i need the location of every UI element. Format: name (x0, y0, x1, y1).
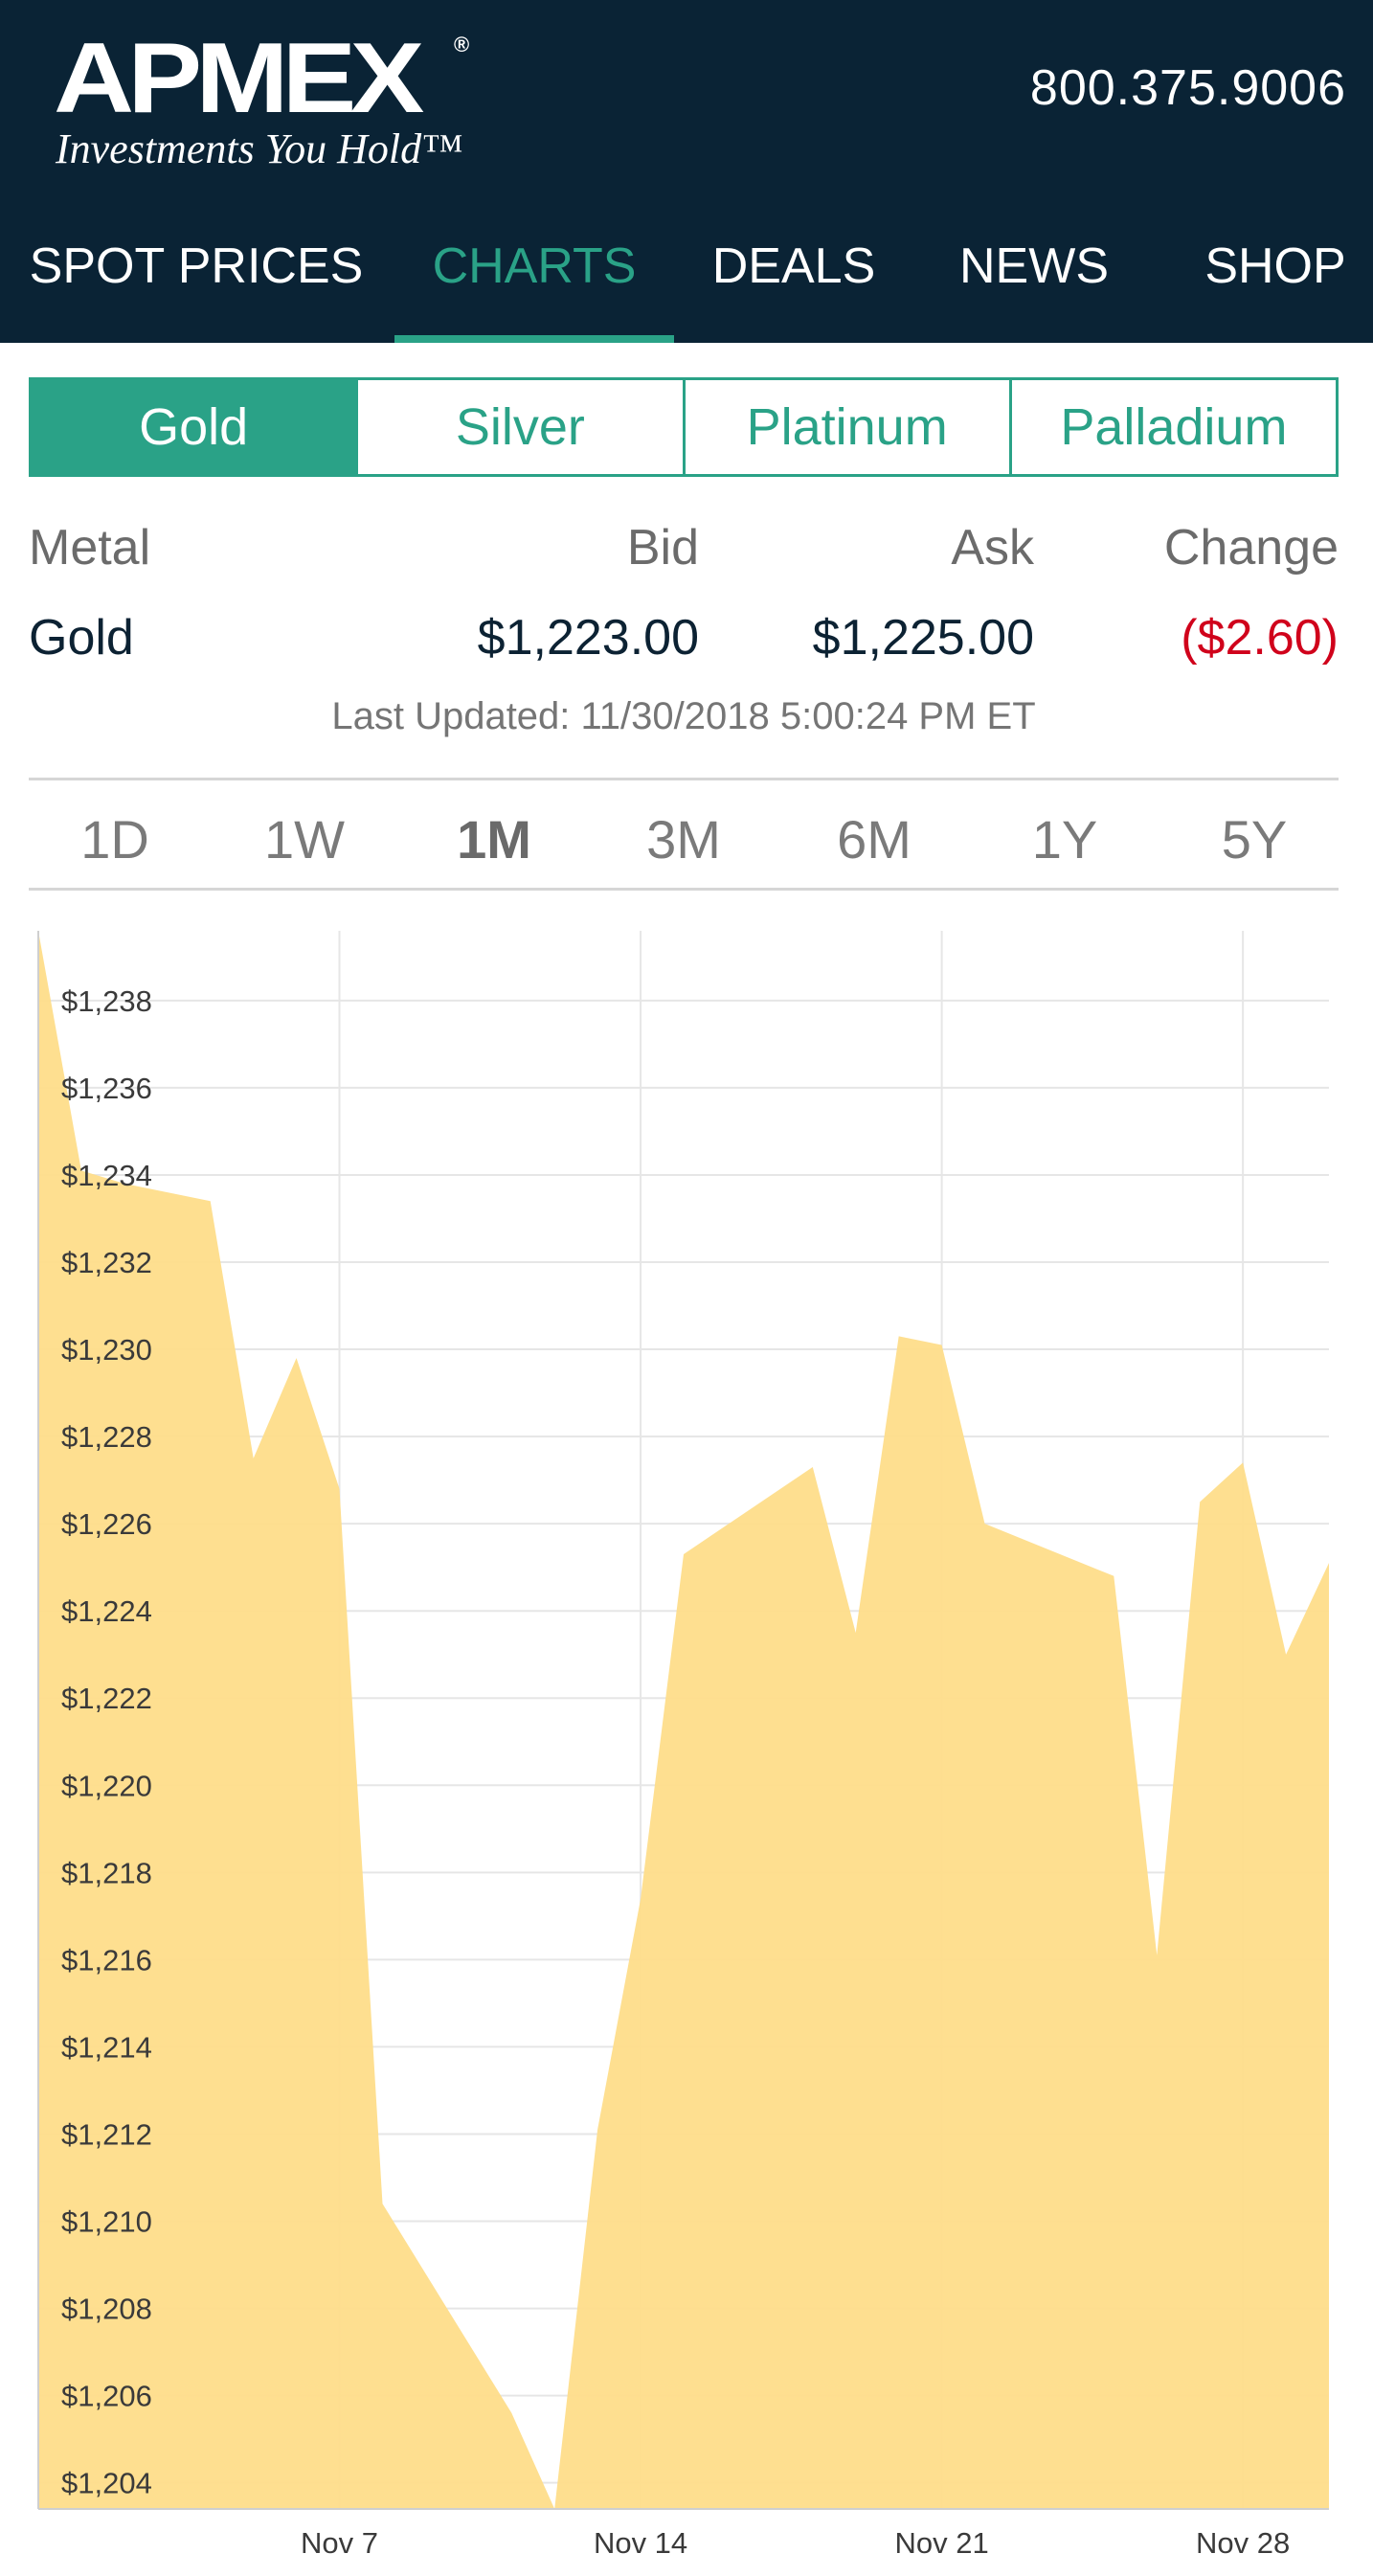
main-nav: SPOT PRICES CHARTS DEALS NEWS SHOP (0, 216, 1373, 343)
x-tick-label: Nov 28 (1196, 2526, 1290, 2560)
range-1y[interactable]: 1Y (1031, 809, 1098, 870)
phone-number-link[interactable]: 800.375.9006 (1029, 60, 1346, 116)
x-tick-label: Nov 14 (594, 2526, 687, 2560)
y-tick-label: $1,226 (61, 1507, 152, 1541)
header-ask: Ask (951, 520, 1034, 576)
metal-tab-palladium[interactable]: Palladium (1008, 377, 1339, 477)
active-tab-indicator (394, 335, 674, 343)
y-tick-label: $1,214 (61, 2030, 152, 2064)
y-tick-label: $1,222 (61, 1682, 152, 1715)
y-tick-label: $1,228 (61, 1420, 152, 1454)
y-tick-label: $1,208 (61, 2293, 152, 2326)
quote-change: ($2.60) (1181, 610, 1339, 666)
y-tick-label: $1,210 (61, 2205, 152, 2239)
quote-header-row: Metal Bid Ask Change (29, 513, 1339, 609)
last-updated-text: Last Updated: 11/30/2018 5:00:24 PM ET (331, 695, 1036, 737)
quote-bid: $1,223.00 (477, 610, 699, 666)
quote-ask: $1,225.00 (812, 610, 1034, 666)
nav-item-shop[interactable]: SHOP (1204, 238, 1346, 294)
gold-price-chart[interactable]: $1,238 $1,236 $1,234 $1,232 $1,230 $1,228 $1,2… (0, 919, 1373, 2576)
metal-tab-gold[interactable]: Gold (29, 377, 359, 477)
nav-item-charts[interactable]: CHARTS (432, 238, 637, 294)
y-tick-label: $1,230 (61, 1333, 152, 1367)
logo-wordmark: APMEX (54, 23, 424, 134)
x-tick-label: Nov 7 (301, 2526, 378, 2560)
header-metal: Metal (29, 520, 151, 576)
y-tick-label: $1,234 (61, 1159, 152, 1192)
time-range-selector: 1D 1W 1M 3M 6M 1Y 5Y (29, 778, 1339, 891)
apmex-logo[interactable]: APMEX ® Investments You Hold™ (54, 23, 494, 172)
y-tick-label: $1,232 (61, 1246, 152, 1279)
y-tick-label: $1,206 (61, 2380, 152, 2413)
range-3m[interactable]: 3M (646, 809, 721, 870)
header-bid: Bid (626, 520, 699, 576)
logo-registered-mark: ® (454, 33, 470, 56)
nav-item-spot-prices[interactable]: SPOT PRICES (29, 238, 364, 294)
y-tick-label: $1,238 (61, 984, 152, 1018)
chart-canvas: $1,238 $1,236 $1,234 $1,232 $1,230 $1,228 $1,2… (37, 931, 1329, 2560)
y-tick-label: $1,220 (61, 1769, 152, 1802)
x-tick-label: Nov 21 (894, 2526, 988, 2560)
y-axis-labels: $1,238 $1,236 $1,234 $1,232 $1,230 $1,228 $1,2… (61, 984, 152, 2500)
app-header: APMEX ® Investments You Hold™ 800.375.90… (0, 0, 1373, 343)
y-tick-label: $1,216 (61, 1943, 152, 1977)
spot-quote-table: Metal Bid Ask Change Gold $1,223.00 $1,2… (29, 513, 1339, 705)
y-tick-label: $1,212 (61, 2117, 152, 2151)
nav-item-deals[interactable]: DEALS (711, 238, 876, 294)
x-axis-labels: Nov 7 Nov 14 Nov 21 Nov 28 (301, 2526, 1290, 2560)
quote-value-row: Gold $1,223.00 $1,225.00 ($2.60) (29, 603, 1339, 699)
range-6m[interactable]: 6M (837, 809, 912, 870)
y-tick-label: $1,224 (61, 1594, 152, 1628)
y-tick-label: $1,204 (61, 2467, 152, 2500)
range-1w[interactable]: 1W (264, 809, 345, 870)
quote-metal: Gold (29, 610, 134, 666)
y-tick-label: $1,236 (61, 1072, 152, 1105)
range-5y[interactable]: 5Y (1221, 809, 1288, 870)
logo-tagline: Investments You Hold™ (56, 125, 463, 172)
metal-selector: Gold Silver Platinum Palladium (29, 377, 1339, 477)
header-change: Change (1163, 520, 1339, 576)
range-1d[interactable]: 1D (80, 809, 149, 870)
range-1m[interactable]: 1M (457, 809, 531, 870)
y-tick-label: $1,218 (61, 1856, 152, 1889)
metal-tab-silver[interactable]: Silver (355, 377, 686, 477)
price-area-series (38, 931, 1329, 2509)
nav-item-news[interactable]: NEWS (959, 238, 1109, 294)
metal-tab-platinum[interactable]: Platinum (682, 377, 1012, 477)
